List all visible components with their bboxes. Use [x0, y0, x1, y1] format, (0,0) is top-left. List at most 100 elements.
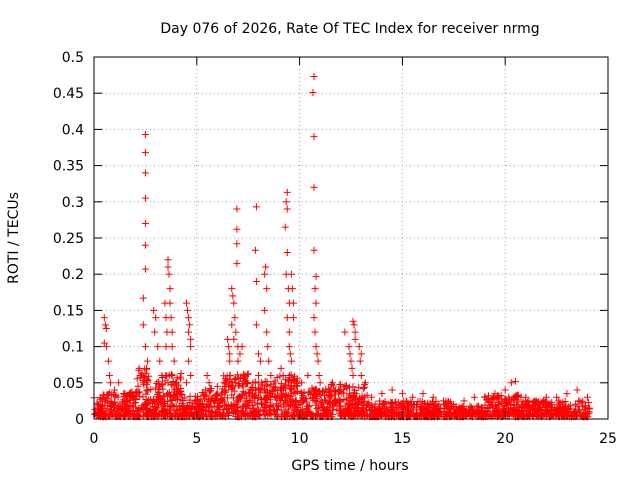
data-point: [120, 401, 128, 409]
data-point: [419, 390, 427, 398]
data-point: [266, 387, 274, 395]
data-point: [173, 374, 181, 382]
data-point: [281, 393, 289, 401]
chart-title: Day 076 of 2026, Rate Of TEC Index for r…: [160, 21, 539, 37]
data-point: [315, 372, 323, 380]
data-point: [163, 372, 171, 380]
data-point: [309, 88, 317, 96]
data-point: [141, 265, 149, 273]
data-point: [425, 408, 433, 416]
data-point: [199, 410, 207, 418]
data-point: [528, 402, 536, 410]
data-point: [239, 373, 247, 381]
data-point: [489, 411, 497, 419]
data-point: [255, 412, 263, 420]
y-axis-ticks: 0 0.05 0.1 0.15 0.2 0.25 0.3 0.35 0.4 0.45 0.5: [53, 50, 608, 428]
data-point: [510, 393, 518, 401]
data-point: [288, 412, 296, 420]
data-point: [283, 248, 291, 256]
data-point: [346, 405, 354, 413]
data-point: [167, 396, 175, 404]
data-point: [414, 398, 422, 406]
data-point: [312, 272, 320, 280]
y-tick-label: 0: [75, 412, 84, 428]
data-point: [511, 377, 519, 385]
data-point: [387, 403, 395, 411]
x-tick-label: 0: [90, 431, 99, 447]
data-point: [228, 321, 236, 329]
data-point: [311, 396, 319, 404]
data-point: [508, 406, 516, 414]
data-point: [166, 410, 174, 418]
data-point: [325, 385, 333, 393]
data-point: [141, 373, 149, 381]
data-point: [351, 394, 359, 402]
data-point: [179, 411, 187, 419]
data-point: [465, 410, 473, 418]
data-point: [553, 393, 561, 401]
data-point: [203, 372, 211, 380]
data-point: [141, 194, 149, 202]
data-point: [524, 398, 532, 406]
data-point: [285, 372, 293, 380]
x-tick-label: 15: [393, 431, 411, 447]
data-point: [185, 357, 193, 365]
data-point: [164, 263, 172, 271]
data-point: [229, 292, 237, 300]
data-point: [183, 379, 191, 387]
data-point: [302, 410, 310, 418]
data-point: [123, 406, 131, 414]
data-point: [110, 391, 118, 399]
data-point: [219, 398, 227, 406]
data-point: [185, 328, 193, 336]
data-point: [220, 379, 228, 387]
data-point: [357, 372, 365, 380]
data-point: [379, 399, 387, 407]
data-point: [254, 372, 262, 380]
data-point: [151, 328, 159, 336]
data-point: [222, 374, 230, 382]
data-point: [378, 390, 386, 398]
data-point: [507, 405, 515, 413]
data-point: [248, 398, 256, 406]
data-point: [179, 397, 187, 405]
data-point: [132, 403, 140, 411]
data-point: [226, 372, 234, 380]
data-point: [563, 390, 571, 398]
data-point: [224, 335, 232, 343]
data-point: [200, 406, 208, 414]
data-point: [271, 377, 279, 385]
data-point: [260, 403, 268, 411]
data-point: [258, 379, 266, 387]
data-point: [198, 388, 206, 396]
data-point: [152, 384, 160, 392]
data-point: [289, 376, 297, 384]
data-point: [232, 375, 240, 383]
data-point: [346, 390, 354, 398]
data-point: [231, 314, 239, 322]
data-point: [316, 379, 324, 387]
data-point: [146, 398, 154, 406]
data-point: [473, 402, 481, 410]
data-point: [170, 357, 178, 365]
data-point: [186, 392, 194, 400]
data-point: [136, 393, 144, 401]
data-point: [440, 409, 448, 417]
data-point: [252, 321, 260, 329]
data-point: [95, 401, 103, 409]
data-point: [329, 382, 337, 390]
x-tick-label: 5: [192, 431, 201, 447]
data-point: [532, 397, 540, 405]
data-point: [225, 343, 233, 351]
data-point: [580, 406, 588, 414]
data-point: [381, 398, 389, 406]
data-point: [168, 401, 176, 409]
data-point: [293, 375, 301, 383]
data-point: [107, 402, 115, 410]
data-point: [537, 406, 545, 414]
data-point: [416, 402, 424, 410]
data-point: [261, 270, 269, 278]
data-point: [154, 343, 162, 351]
data-point: [187, 335, 195, 343]
grid: [94, 57, 608, 419]
